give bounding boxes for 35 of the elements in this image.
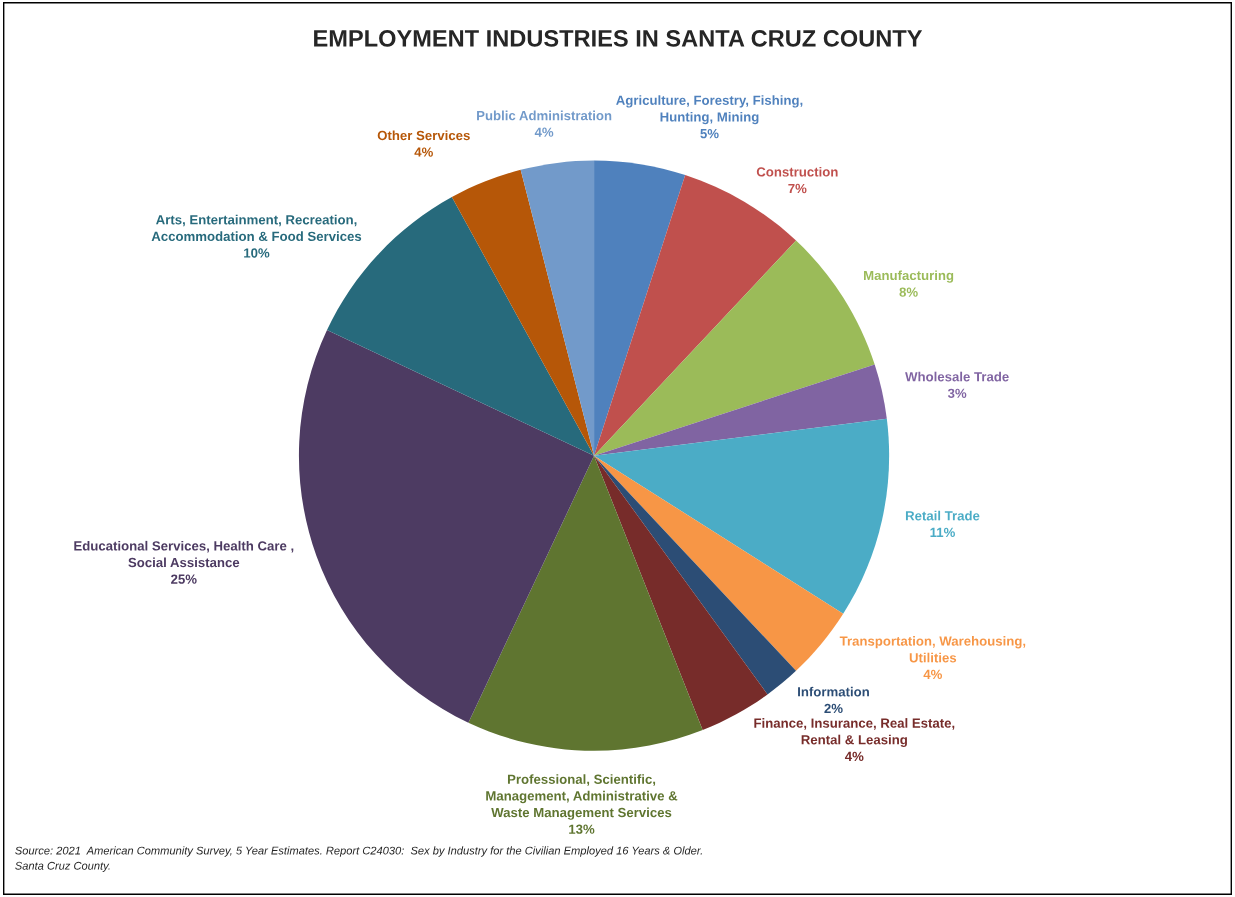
- slice-label: Wholesale Trade: [905, 371, 1009, 382]
- slice-label: Manufacturing: [864, 270, 954, 283]
- slice-label: Arts, Entertainment, Recreation, Accommodation & Food Services: [151, 214, 362, 242]
- source-note: Source: 2021 American Community Survey, 5 Year Estimates. Report C24030: Sex by Industry for the Civilian Employed 16 Years & Older. Santa Cruz County.: [15, 846, 702, 872]
- slice-label: Agriculture, Forestry, Fishing, Hunting, Mining: [616, 95, 803, 125]
- data-label: 4%: [414, 147, 433, 157]
- pie-slice: [594, 455, 797, 695]
- data-label: 11%: [930, 527, 955, 538]
- data-label: 4%: [844, 751, 864, 762]
- pie-slice: [594, 418, 890, 614]
- slice-label: Professional, Scientific, Management, Administrative & Waste Management Services: [486, 774, 678, 820]
- slice-label: Public Administration: [477, 110, 612, 121]
- data-label: 13%: [569, 824, 595, 834]
- data-label: 8%: [899, 287, 918, 297]
- pie-slice: [468, 455, 703, 751]
- slice-label: Information: [798, 686, 869, 697]
- slice-label: Construction: [756, 166, 838, 177]
- chart-title: EMPLOYMENT INDUSTRIES IN SANTA CRUZ COUNTY: [314, 29, 923, 47]
- data-label: 4%: [923, 669, 943, 679]
- slice-label: Transportation, Warehousing, Utilities: [839, 636, 1026, 663]
- pie-slice: [451, 169, 595, 456]
- data-label: 4%: [534, 127, 554, 137]
- data-label: 25%: [171, 574, 197, 584]
- pie-slice: [520, 160, 595, 456]
- data-label: 10%: [244, 248, 270, 258]
- data-label: 5%: [700, 128, 719, 139]
- slice-label: Other Services: [377, 130, 470, 141]
- pie-slice: [298, 330, 595, 723]
- data-label: 7%: [788, 183, 807, 194]
- slice-label: Retail Trade: [905, 510, 980, 521]
- data-label: 3%: [947, 388, 967, 399]
- data-label: 2%: [824, 703, 843, 714]
- slice-label: Finance, Insurance, Real Estate, Rental & Leasing: [754, 718, 955, 748]
- slice-label: Educational Services, Health Care , Social Assistance: [74, 540, 294, 568]
- pie-slice: [594, 160, 686, 456]
